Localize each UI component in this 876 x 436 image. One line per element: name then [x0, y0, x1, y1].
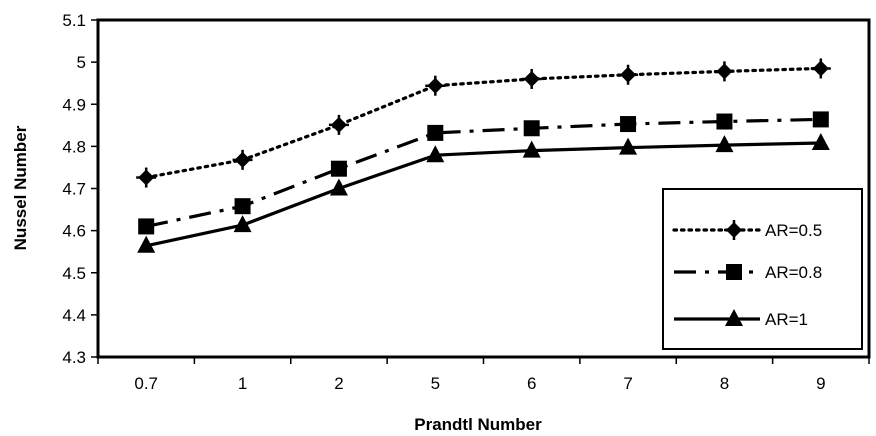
legend-marker: [726, 264, 742, 280]
data-point: [521, 68, 542, 89]
legend-entry: AR=0.8: [674, 263, 822, 282]
data-point: [232, 149, 253, 170]
x-tick-label: 8: [720, 374, 729, 393]
x-axis-ticks: 0.7 1 2 5 6 7 8 9: [97, 357, 870, 393]
data-point: [523, 120, 540, 137]
y-tick-label: 4.9: [62, 95, 86, 114]
series-line: [144, 66, 823, 180]
y-tick-label: 4.4: [62, 306, 86, 325]
data-point: [810, 58, 831, 79]
x-tick-label: 6: [527, 374, 536, 393]
x-tick-label: 5: [431, 374, 440, 393]
data-point: [522, 140, 541, 158]
y-tick-label: 4.5: [62, 264, 86, 283]
series-line: [145, 141, 821, 248]
y-axis-ticks: 4.3 4.4 4.5 4.6 4.7 4.8 4.9 5 5.1: [62, 11, 98, 367]
series-2: [137, 133, 830, 253]
data-point: [716, 113, 733, 130]
legend-items: AR=0.5 AR=0.8 AR=1: [672, 220, 822, 329]
data-point: [233, 215, 252, 233]
legend-label: AR=0.5: [765, 221, 822, 240]
y-tick-label: 4.3: [62, 348, 86, 367]
legend-entry: AR=1: [674, 309, 808, 329]
x-axis-title: Prandtl Number: [414, 415, 542, 434]
x-tick-label: 7: [623, 374, 632, 393]
data-point: [427, 124, 444, 141]
legend-label: AR=0.8: [765, 263, 822, 282]
data-point: [618, 64, 639, 85]
y-tick-label: 4.7: [62, 180, 86, 199]
data-point: [714, 61, 735, 82]
data-point: [137, 235, 156, 253]
data-point: [715, 135, 734, 153]
x-tick-label: 0.7: [134, 374, 158, 393]
y-tick-label: 5.1: [62, 11, 86, 30]
x-tick-label: 9: [816, 374, 825, 393]
data-point: [811, 133, 830, 151]
data-point: [136, 167, 157, 188]
legend-marker: [724, 220, 744, 240]
legend: AR=0.5 AR=0.8 AR=1: [662, 188, 863, 350]
data-point: [328, 114, 349, 135]
data-point: [138, 218, 155, 235]
series-1: [138, 111, 829, 235]
data-point: [330, 160, 347, 177]
data-point: [426, 145, 445, 163]
legend-label: AR=1: [765, 310, 808, 329]
data-point: [234, 198, 251, 215]
data-point: [329, 178, 348, 196]
data-point: [425, 75, 446, 96]
data-point: [620, 116, 637, 133]
legend-box: [662, 188, 863, 350]
series-0: [136, 58, 831, 188]
data-point: [619, 137, 638, 155]
data-point: [812, 111, 829, 128]
y-tick-label: 4.8: [62, 137, 86, 156]
y-tick-label: 4.6: [62, 222, 86, 241]
legend-entry: AR=0.5: [672, 220, 822, 240]
x-tick-label: 1: [238, 374, 247, 393]
y-tick-label: 5: [77, 53, 86, 72]
series-layer: [136, 58, 831, 253]
x-tick-label: 2: [334, 374, 343, 393]
legend-marker: [725, 309, 743, 326]
y-axis-title: Nussel Number: [11, 125, 30, 250]
series-line: [145, 117, 821, 228]
